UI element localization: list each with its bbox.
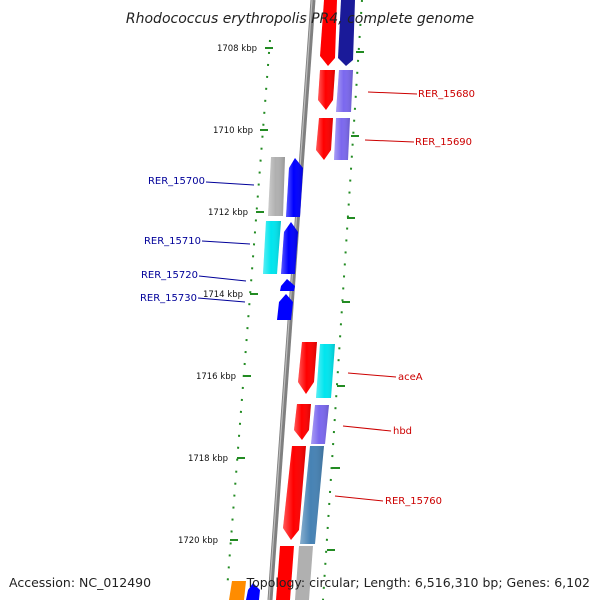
tick-label: 1712 kbp (208, 208, 248, 218)
genome-title: Rhodococcus erythropolis PR4, complete g… (126, 11, 474, 27)
label-RER_15760[interactable]: RER_15760 (385, 496, 442, 507)
gene-RER_15700[interactable] (268, 157, 303, 217)
tick-1720: 1720 kbp (178, 536, 238, 546)
gene-bottom-grey[interactable] (295, 546, 313, 600)
label-aceA[interactable]: aceA (398, 372, 423, 383)
tick-label: 1714 kbp (203, 290, 243, 300)
gene-aceA[interactable] (298, 342, 335, 398)
gene-RER_15720[interactable] (280, 279, 295, 291)
label-RER_15680[interactable]: RER_15680 (418, 89, 475, 100)
gene-RER_15680[interactable] (318, 70, 353, 112)
tick-1714: 1714 kbp (203, 290, 258, 300)
tick-label: 1716 kbp (196, 372, 236, 382)
label-RER_15690[interactable]: RER_15690 (415, 137, 472, 148)
forward-label-lines (334, 91, 418, 502)
gene-bottom-red[interactable] (276, 546, 294, 600)
tick-label: 1710 kbp (213, 126, 253, 136)
gene-RER_15710[interactable] (263, 221, 298, 274)
inner-ticks (327, 51, 364, 551)
label-RER_15720[interactable]: RER_15720 (141, 270, 198, 281)
tick-label: 1718 kbp (188, 454, 228, 464)
label-RER_15710[interactable]: RER_15710 (144, 236, 201, 247)
accession-text: Accession: NC_012490 (9, 575, 151, 590)
gene-top-red[interactable] (320, 0, 337, 66)
gene-RER_15690[interactable] (316, 118, 350, 160)
label-hbd[interactable]: hbd (393, 426, 412, 437)
label-RER_15700[interactable]: RER_15700 (148, 176, 205, 187)
scale-dotted-right (322, 0, 363, 600)
tick-label: 1708 kbp (217, 44, 257, 54)
gene-RER_15730[interactable] (277, 294, 293, 320)
reverse-label-lines (197, 181, 255, 303)
gene-RER_15760[interactable] (283, 446, 324, 544)
genome-backbone (267, 0, 316, 600)
tick-1712: 1712 kbp (208, 208, 264, 218)
tick-1716: 1716 kbp (196, 372, 251, 382)
tick-1710: 1710 kbp (213, 126, 268, 136)
tick-1708: 1708 kbp (217, 44, 273, 54)
label-RER_15730[interactable]: RER_15730 (140, 293, 197, 304)
scale-dotted-left (226, 39, 271, 591)
gene-hbd[interactable] (294, 404, 329, 444)
topology-text: Topology: circular; Length: 6,516,310 bp… (246, 575, 590, 590)
tick-1718: 1718 kbp (188, 454, 245, 464)
gene-bottom-blue[interactable] (246, 583, 260, 600)
gene-top-navy[interactable] (338, 0, 355, 66)
tick-label: 1720 kbp (178, 536, 218, 546)
gene-bottom-orange[interactable] (229, 581, 246, 600)
